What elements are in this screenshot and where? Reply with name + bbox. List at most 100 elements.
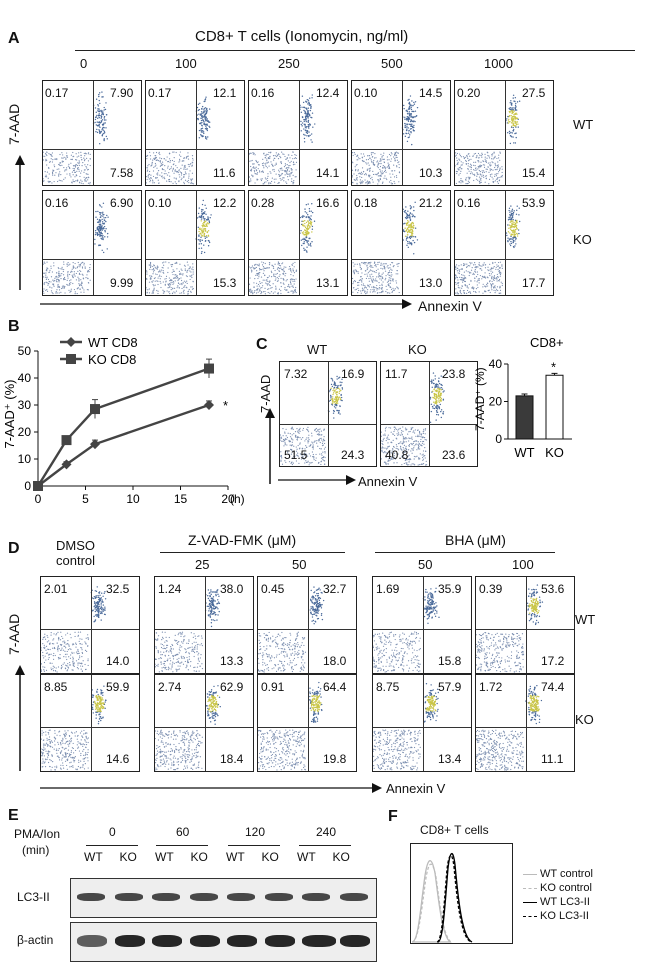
facs-plot-d-1-2 (257, 674, 357, 772)
quadrant-ul-value: 1.69 (376, 582, 400, 596)
y-tick-label: 50 (18, 344, 32, 358)
legend-marker (66, 337, 76, 347)
legend-label: WT LC3-II (540, 896, 590, 908)
quadrant-ur-value: 53.6 (541, 582, 565, 596)
panel-d-x-axis-arrow (40, 783, 382, 793)
lc3-band (77, 893, 105, 901)
panel-d-group-dmso: DMSO (56, 538, 95, 553)
quadrant-lr-value: 11.6 (213, 166, 236, 180)
y-tick-label: 0 (24, 479, 31, 493)
data-point-diamond (90, 439, 100, 450)
quadrant-ul-value: 0.16 (251, 86, 275, 100)
quadrant-lr-value: 17.7 (522, 276, 546, 290)
panel-c-title-ko: KO (408, 342, 427, 357)
y-tick-label: 0 (495, 432, 502, 446)
panel-d-bha-line (375, 552, 555, 553)
quadrant-hline (258, 727, 356, 728)
quadrant-hline (476, 727, 574, 728)
quadrant-ur-value: 38.0 (220, 582, 244, 596)
legend-swatch (523, 888, 537, 889)
lc3-band (152, 893, 180, 901)
category-label: KO (545, 445, 564, 460)
quadrant-ur-value: 59.9 (106, 680, 130, 694)
dose-label: 500 (381, 56, 403, 71)
lane-label: KO (119, 850, 137, 864)
quadrant-hline (249, 259, 347, 260)
quadrant-vline (299, 191, 300, 295)
lc3-band (189, 893, 218, 901)
x-axis-label: (h) (230, 492, 245, 506)
quadrant-hline (155, 629, 253, 630)
panel-b-letter: B (8, 318, 20, 335)
quadrant-ur-value: 35.9 (438, 582, 462, 596)
bar-chart-title: CD8+ (530, 335, 564, 350)
panel-e-treatment: PMA/Ion (14, 827, 61, 841)
quadrant-ul-value: 0.17 (45, 86, 69, 100)
quadrant-ur-value: 27.5 (522, 86, 546, 100)
legend-swatch (523, 916, 537, 917)
quadrant-lr-value: 10.3 (419, 166, 443, 180)
quadrant-ul-value: 11.7 (385, 367, 408, 381)
quadrant-lr-value: 13.4 (438, 752, 462, 766)
quadrant-hline (146, 149, 244, 150)
blot-actin (70, 922, 377, 962)
quadrant-ur-value: 14.5 (419, 86, 443, 100)
quadrant-ur-value: 23.8 (442, 367, 466, 381)
quadrant-hline (146, 259, 244, 260)
panel-d-y-axis-arrow (15, 665, 25, 771)
quadrant-vline (423, 675, 424, 771)
panel-d-bha-dose-50: 50 (418, 557, 433, 572)
quadrant-ul-value: 0.91 (261, 680, 285, 694)
quadrant-vline (299, 81, 300, 185)
panel-c-letter: C (256, 336, 268, 353)
quadrant-ul-value: 0.16 (45, 196, 69, 210)
quadrant-ul-value: 0.39 (479, 582, 503, 596)
lane-label: KO (190, 850, 208, 864)
quadrant-vline (196, 81, 197, 185)
y-axis-label: 7-AAD⁺ (%) (2, 380, 17, 449)
time-label: 60 (176, 825, 190, 839)
lc3-band (302, 893, 330, 901)
panel-c-y-axis-arrow (265, 408, 275, 484)
actin-band (227, 935, 257, 947)
quadrant-hline (155, 727, 253, 728)
quadrant-ur-value: 57.9 (438, 680, 462, 694)
time-line (299, 845, 351, 846)
panel-f-title: CD8+ T cells (420, 823, 489, 837)
quadrant-lr-value: 7.58 (110, 166, 134, 180)
facs-plot-d-1-1 (154, 674, 254, 772)
dose-label: 0 (80, 56, 88, 71)
quadrant-vline (308, 577, 309, 673)
actin-band (302, 935, 336, 947)
quadrant-ul-value: 0.10 (148, 196, 172, 210)
quadrant-ll-value: 40.8 (385, 448, 409, 462)
lane-label: WT (226, 850, 245, 864)
facs-plot-d-0-0 (40, 576, 140, 674)
quadrant-vline (205, 577, 206, 673)
panel-d-x-axis-label: Annexin V (386, 781, 446, 796)
quadrant-hline (455, 149, 553, 150)
quadrant-ur-value: 32.7 (323, 582, 347, 596)
actin-band (264, 935, 295, 947)
quadrant-ur-value: 32.5 (106, 582, 130, 596)
data-point-square (90, 404, 100, 415)
quadrant-vline (91, 577, 92, 673)
lc3-band (114, 893, 143, 901)
panel-d-group-bha: BHA (μM) (445, 532, 506, 548)
lc3-band (264, 893, 293, 901)
data-point-square (61, 435, 72, 446)
facs-plot-a-0-1 (145, 80, 245, 186)
facs-plot-d-0-3 (372, 576, 472, 674)
histogram-frame (410, 843, 513, 944)
quadrant-hline (381, 424, 477, 425)
time-label: 240 (316, 825, 337, 839)
quadrant-ul-value: 2.01 (44, 582, 68, 596)
quadrant-hline (352, 259, 450, 260)
panel-d-row-label-wt: WT (575, 612, 596, 627)
quadrant-lr-value: 19.8 (323, 752, 347, 766)
panel-c-x-axis-label: Annexin V (358, 474, 418, 489)
y-tick-label: 10 (18, 452, 32, 466)
blot-label-actin: β-actin (17, 933, 54, 947)
lane-label: KO (332, 850, 350, 864)
